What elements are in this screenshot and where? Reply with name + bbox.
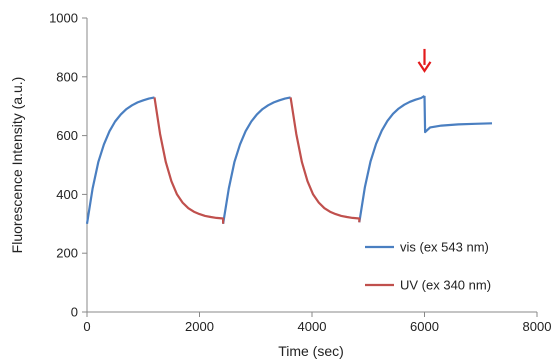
y-tick-label: 0 [71, 305, 78, 320]
y-tick-label: 1000 [49, 11, 78, 26]
y-tick-label: 400 [56, 187, 78, 202]
legend-label-vis: vis (ex 543 nm) [400, 240, 489, 255]
arrow-annotation [417, 48, 432, 73]
x-axis-title: Time (sec) [278, 343, 344, 359]
series-line-vis [358, 94, 426, 223]
legend-label-uv: UV (ex 340 nm) [400, 278, 491, 293]
series-line-vis [423, 95, 493, 134]
x-tick-label: 6000 [410, 319, 439, 334]
series-line-vis [85, 96, 155, 224]
y-tick-label: 800 [56, 69, 78, 84]
y-tick-label: 600 [56, 128, 78, 143]
x-tick-label: 0 [83, 319, 90, 334]
series-line-uv [289, 97, 361, 223]
legend: vis (ex 543 nm) UV (ex 340 nm) [365, 240, 491, 293]
x-tick-label: 2000 [185, 319, 214, 334]
y-tick-label: 200 [56, 246, 78, 261]
y-axis-title: Fluorescence Intensity (a.u.) [9, 77, 25, 254]
x-tick-label: 8000 [523, 319, 552, 334]
x-tick-label: 4000 [298, 319, 327, 334]
series-line-uv [153, 97, 225, 224]
series-line-vis [222, 96, 291, 224]
